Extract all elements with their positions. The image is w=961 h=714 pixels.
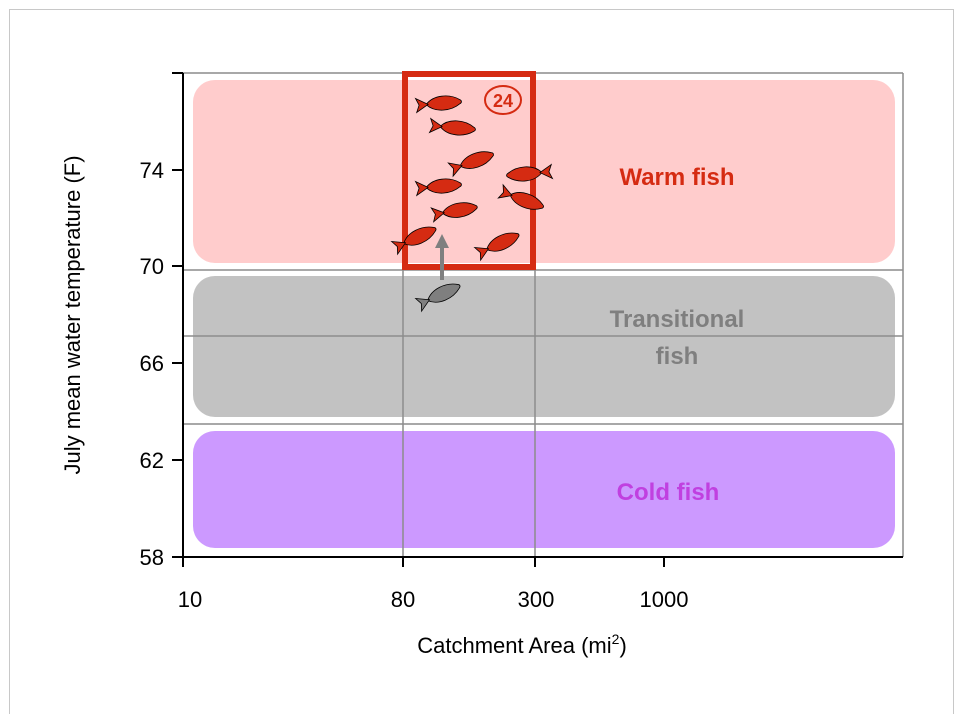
transitional-fish-zone	[193, 276, 895, 417]
x-tick-label-1000: 1000	[640, 587, 689, 612]
x-tick-label-80: 80	[391, 587, 415, 612]
axes	[172, 72, 903, 567]
transitional-fish-label-line2: fish	[656, 343, 699, 370]
site-badge-circle	[484, 85, 522, 115]
x-axis-title: Catchment Area (mi2)	[417, 631, 627, 658]
x-tick-label-10: 10	[178, 587, 202, 612]
y-tick-label-70: 70	[140, 254, 164, 279]
warm-fish-label: Warm fish	[619, 164, 734, 191]
y-tick-label-74: 74	[140, 158, 164, 183]
cold-fish-zone	[193, 431, 895, 548]
cold-fish-label: Cold fish	[617, 479, 720, 506]
transitional-fish-label-line1: Transitional	[610, 306, 745, 333]
migration-arrow-head	[435, 234, 449, 248]
y-axis-title: July mean water temperature (F)	[60, 155, 85, 474]
site-badge-label: 24	[493, 91, 513, 111]
figure-frame	[9, 9, 954, 714]
x-tick-label-300: 300	[518, 587, 555, 612]
y-tick-label-66: 66	[140, 351, 164, 376]
y-tick-label-62: 62	[140, 448, 164, 473]
y-tick-label-58: 58	[140, 545, 164, 570]
